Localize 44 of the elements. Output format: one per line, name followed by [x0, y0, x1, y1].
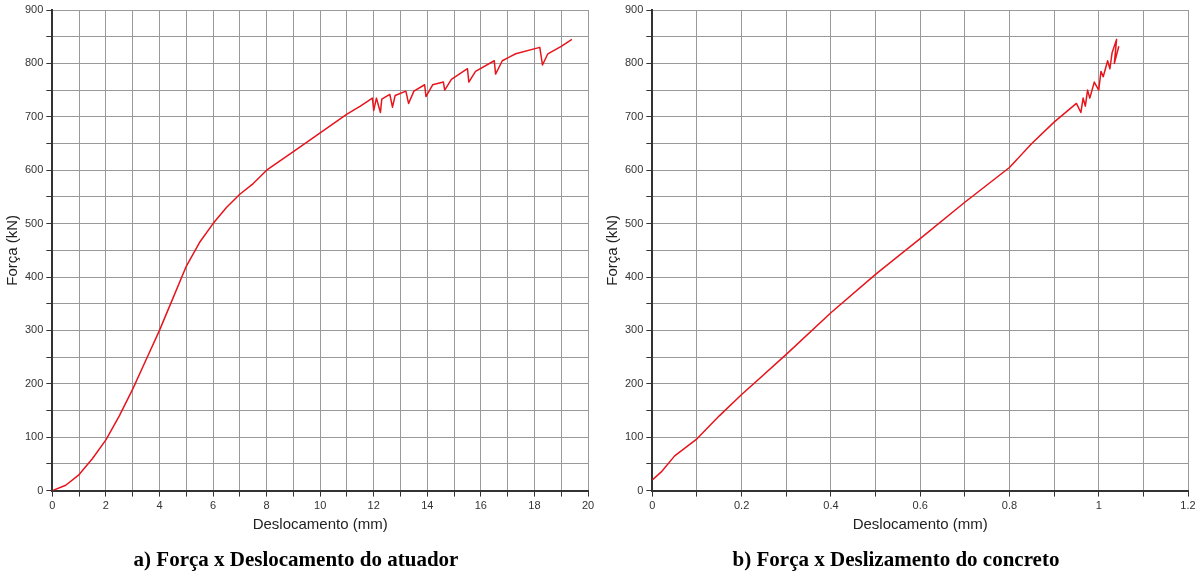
y-tick-label: 600: [624, 163, 644, 176]
y-tick-label: 400: [24, 270, 44, 283]
y-tick-label: 100: [24, 430, 44, 443]
text: a) Força x Deslocamento do atuador: [133, 546, 459, 571]
x-tick-label: 2: [102, 499, 109, 512]
x-tick-label: 1: [1095, 499, 1102, 512]
x-tick-label: 0.8: [1001, 499, 1018, 512]
x-tick-label: 20: [581, 499, 595, 512]
y-tick-label: 200: [24, 376, 44, 389]
x-tick-label: 0: [49, 499, 56, 512]
y-tick-label: 800: [624, 56, 644, 69]
y-tick-label: 900: [24, 3, 44, 16]
y-tick-label: 200: [624, 376, 644, 389]
x-tick-label: 6: [209, 499, 217, 512]
x-tick-label: 14: [421, 499, 434, 512]
y-axis-title: Força (kN): [3, 214, 21, 286]
y-tick-label: 0: [37, 483, 44, 496]
x-tick-label: 8: [263, 499, 270, 512]
x-tick-label: 16: [474, 499, 487, 512]
x-tick-label: 0.2: [733, 499, 750, 512]
y-tick-label: 300: [24, 323, 44, 336]
x-tick-label: 0: [649, 499, 656, 512]
y-tick-label: 600: [24, 163, 44, 176]
y-tick-label: 300: [624, 323, 644, 336]
y-tick-label: 500: [624, 216, 644, 229]
y-tick-label: 0: [637, 483, 644, 496]
y-tick-label: 500: [24, 216, 44, 229]
y-tick-label: 100: [624, 430, 644, 443]
x-tick-label: 10: [314, 499, 327, 512]
y-tick-label: 400: [624, 270, 644, 283]
y-tick-label: 900: [624, 3, 644, 16]
x-tick-label: 12: [367, 499, 380, 512]
y-tick-label: 800: [24, 56, 44, 69]
y-tick-label: 700: [624, 109, 644, 122]
text: b) Força x Deslizamento do concreto: [732, 546, 1060, 571]
x-tick-label: 0.4: [823, 499, 839, 512]
x-tick-label: 18: [528, 499, 541, 512]
x-axis-title: Deslocamento (mm): [252, 514, 388, 532]
x-tick-label: 1.2: [1180, 499, 1196, 512]
y-axis-title: Força (kN): [603, 214, 621, 286]
x-tick-label: 0.6: [912, 499, 928, 512]
y-tick-label: 700: [24, 109, 44, 122]
x-axis-title: Deslocamento (mm): [852, 514, 988, 532]
x-tick-label: 4: [156, 499, 163, 512]
